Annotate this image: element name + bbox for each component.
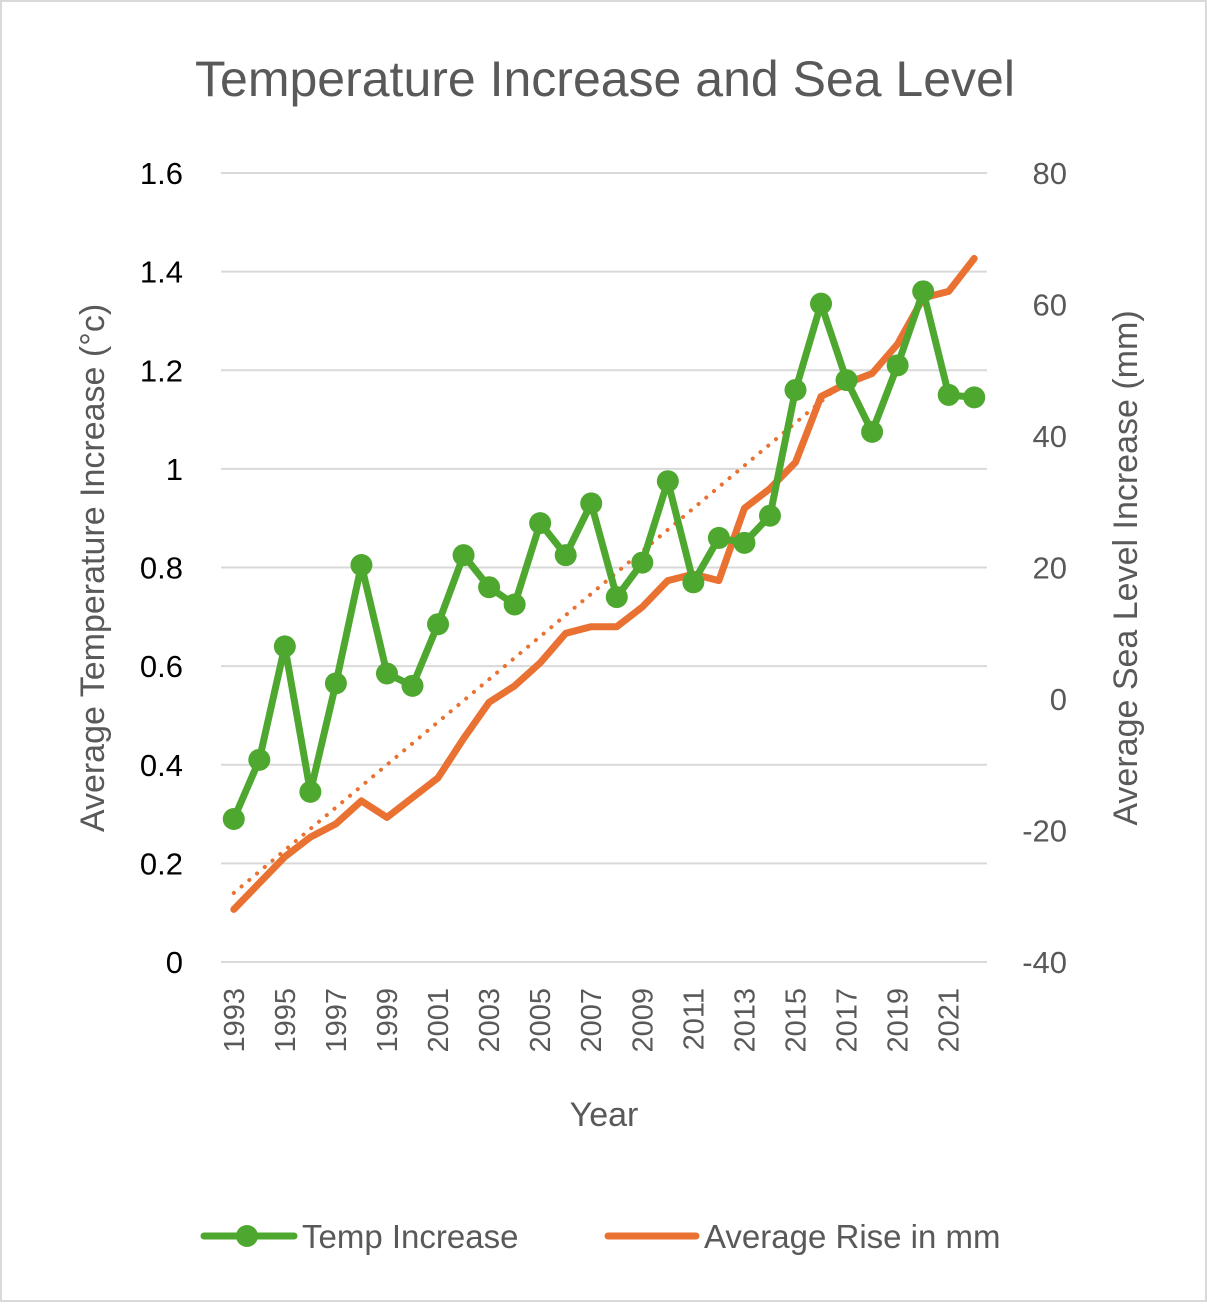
data-point-temp-increase bbox=[810, 292, 833, 315]
data-point-temp-increase bbox=[299, 780, 322, 803]
left-axis-tick-label: 0.6 bbox=[140, 649, 183, 684]
data-point-temp-increase bbox=[886, 354, 909, 377]
left-axis-tick-label: 0.8 bbox=[140, 551, 183, 586]
x-axis-tick-label: 2011 bbox=[678, 988, 710, 1050]
left-axis-tick-label: 0 bbox=[166, 945, 183, 980]
x-axis-tick-label: 2015 bbox=[781, 988, 813, 1053]
legend-item-temp-increase: Temp Increase bbox=[200, 1218, 518, 1255]
x-axis-tick-label: 2005 bbox=[525, 988, 557, 1053]
x-axis-tick-label: 2017 bbox=[832, 988, 864, 1053]
x-axis-tick-label: 2019 bbox=[883, 988, 915, 1053]
data-point-temp-increase bbox=[554, 544, 577, 567]
data-point-temp-increase bbox=[401, 674, 424, 697]
series-line-average-rise-in-mm bbox=[230, 255, 978, 913]
legend-label-temp-increase: Temp Increase bbox=[302, 1218, 518, 1255]
x-axis-tick-label: 2007 bbox=[576, 988, 608, 1053]
data-point-temp-increase bbox=[937, 383, 960, 406]
gridlines bbox=[221, 172, 987, 963]
data-point-temp-increase bbox=[529, 512, 552, 535]
left-axis-tick-label: 1 bbox=[166, 452, 183, 487]
data-point-temp-increase bbox=[784, 378, 807, 401]
data-point-temp-increase bbox=[503, 593, 526, 616]
right-axis-tick-label: -40 bbox=[1022, 945, 1067, 980]
left-axis-tick-label: 0.2 bbox=[140, 846, 183, 881]
right-axis-tick-label: 20 bbox=[1033, 551, 1067, 586]
x-axis-tick-label: 1999 bbox=[372, 988, 404, 1053]
right-axis-tick-label: 0 bbox=[1050, 682, 1067, 717]
data-point-temp-increase bbox=[580, 492, 603, 515]
x-axis-tick-labels: 1993 1995 1997 1999 2001 2003 2005 2007 2009 2011… bbox=[219, 988, 966, 1053]
data-point-temp-increase bbox=[478, 576, 501, 599]
data-point-temp-increase bbox=[631, 551, 654, 574]
x-axis-tick-label: 1997 bbox=[321, 988, 353, 1053]
data-point-temp-increase bbox=[835, 369, 858, 392]
legend: Temp Increase Average Rise in mm bbox=[200, 1218, 1001, 1255]
legend-marker-temp-increase bbox=[236, 1225, 258, 1247]
right-axis-tick-label: 80 bbox=[1033, 156, 1067, 191]
data-point-temp-increase bbox=[222, 807, 245, 830]
right-axis-label: Average Sea Level Increase (mm) bbox=[1107, 310, 1145, 825]
data-point-temp-increase bbox=[861, 420, 884, 443]
data-point-temp-increase bbox=[963, 386, 986, 409]
data-point-temp-increase bbox=[324, 672, 347, 695]
data-point-temp-increase bbox=[273, 635, 296, 658]
left-axis-tick-labels: 0 0.2 0.4 0.6 0.8 1 1.2 1.4 1.6 bbox=[140, 156, 183, 980]
data-point-temp-increase bbox=[427, 613, 450, 636]
right-axis-tick-labels: -40 -20 0 20 40 60 80 bbox=[1022, 156, 1067, 980]
data-point-temp-increase bbox=[682, 571, 705, 594]
data-point-temp-increase bbox=[733, 531, 756, 554]
legend-item-average-rise: Average Rise in mm bbox=[604, 1218, 1001, 1255]
right-axis-tick-label: -20 bbox=[1022, 814, 1067, 849]
data-point-temp-increase bbox=[758, 504, 781, 527]
x-axis-label: Year bbox=[570, 1096, 639, 1134]
x-axis-tick-label: 2009 bbox=[627, 988, 659, 1053]
data-point-temp-increase bbox=[707, 526, 730, 549]
x-axis-tick-label: 2013 bbox=[729, 988, 761, 1053]
data-point-temp-increase bbox=[912, 280, 935, 303]
left-axis-tick-label: 1.2 bbox=[140, 353, 183, 388]
left-axis-tick-label: 1.6 bbox=[140, 156, 183, 191]
chart-title: Temperature Increase and Sea Level bbox=[195, 51, 1015, 107]
left-axis-label: Average Temperature Increase (°c) bbox=[74, 304, 112, 832]
trendline-average-rise bbox=[231, 378, 849, 895]
left-axis-tick-label: 1.4 bbox=[140, 255, 183, 290]
data-point-temp-increase bbox=[375, 662, 398, 685]
legend-label-average-rise: Average Rise in mm bbox=[704, 1218, 1001, 1255]
data-point-temp-increase bbox=[656, 470, 679, 493]
x-axis-tick-label: 1993 bbox=[219, 988, 251, 1053]
data-point-temp-increase bbox=[452, 544, 475, 567]
x-axis-tick-label: 2021 bbox=[934, 988, 966, 1053]
data-point-temp-increase bbox=[248, 748, 271, 771]
x-axis-tick-label: 2003 bbox=[474, 988, 506, 1053]
series-layer bbox=[222, 255, 986, 913]
x-axis-tick-label: 2001 bbox=[423, 988, 455, 1053]
data-point-temp-increase bbox=[605, 586, 628, 609]
data-point-temp-increase bbox=[350, 554, 373, 577]
right-axis-tick-label: 60 bbox=[1033, 288, 1067, 323]
left-axis-tick-label: 0.4 bbox=[140, 748, 183, 783]
x-axis-tick-label: 1995 bbox=[270, 988, 302, 1053]
right-axis-tick-label: 40 bbox=[1033, 419, 1067, 454]
